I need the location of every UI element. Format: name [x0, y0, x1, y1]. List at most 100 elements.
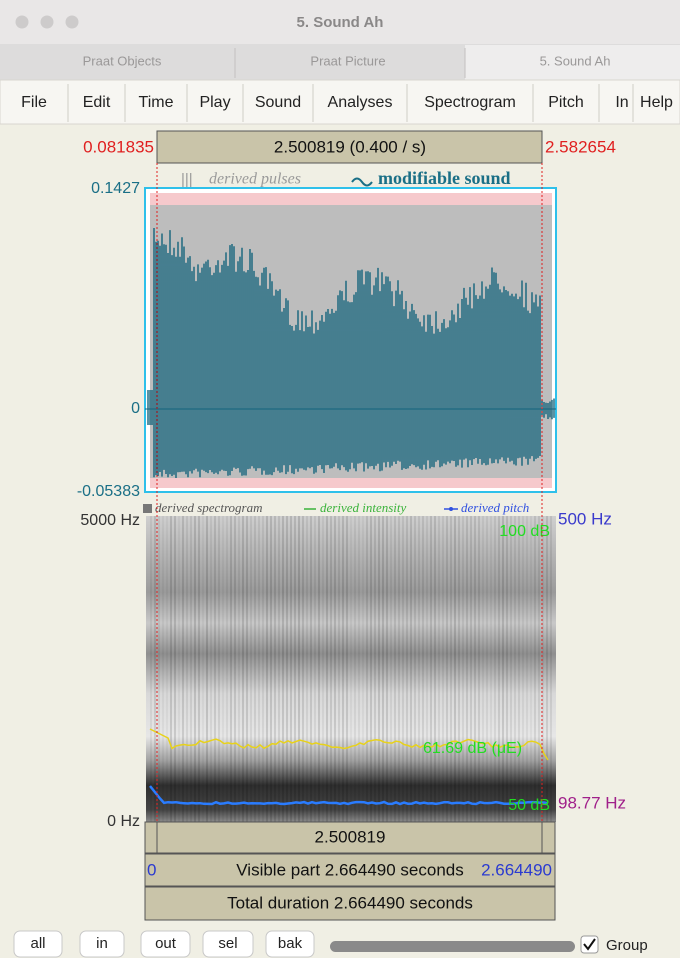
spectrogram-stripe [222, 516, 224, 822]
spectrogram-stripe [310, 516, 312, 822]
spectrogram-stripe [414, 516, 416, 822]
spectrogram-stripe [494, 516, 496, 822]
selection-end: 2.582654 [545, 137, 616, 156]
waveform-margin [150, 193, 552, 205]
close-button[interactable] [16, 16, 29, 29]
intensity-value: 61.69 dB (μE) [423, 740, 522, 757]
spectrogram-stripe [166, 516, 168, 822]
group-label: Group [606, 937, 648, 954]
scrollbar[interactable] [330, 941, 575, 952]
spectrogram-stripe [330, 516, 332, 822]
spectrogram-stripe [250, 516, 252, 822]
spectrogram-stripe [438, 516, 440, 822]
menu-item[interactable]: File [21, 94, 47, 111]
spectrogram-stripe [358, 516, 360, 822]
spectrogram-stripe [410, 516, 412, 822]
spectrogram-stripe [482, 516, 484, 822]
spectrogram-stripe [242, 516, 244, 822]
spectrogram-stripe [158, 516, 160, 822]
menu-item[interactable]: In [615, 94, 628, 111]
spectrogram-stripe [306, 516, 308, 822]
menu-item[interactable]: Pitch [548, 94, 584, 111]
selection-label: 2.500819 (0.400 / s) [274, 137, 426, 156]
spectrogram-stripe [198, 516, 200, 822]
tab[interactable]: Praat Objects [83, 53, 162, 68]
spectrogram-stripe [450, 516, 452, 822]
spectrogram-stripe [406, 516, 408, 822]
spectrogram-stripe [334, 516, 336, 822]
minimize-button[interactable] [41, 16, 54, 29]
selection-duration: 2.500819 [315, 827, 386, 846]
spectrogram-stripe [446, 516, 448, 822]
spectrogram-stripe [326, 516, 328, 822]
spectrogram-stripe [206, 516, 208, 822]
menu-item[interactable]: Edit [83, 94, 111, 111]
spectrogram-stripe [210, 516, 212, 822]
spectrogram-stripe [518, 516, 520, 822]
spectrogram-stripe [182, 516, 184, 822]
spectrogram-stripe [214, 516, 216, 822]
pitch-value: 98.77 Hz [558, 793, 626, 812]
spectrogram-stripe [490, 516, 492, 822]
spectrogram-stripe [498, 516, 500, 822]
selection-start: 0.081835 [83, 137, 154, 156]
pitch-icon-dot [449, 507, 453, 511]
spectrogram-stripe [178, 516, 180, 822]
spectrogram-stripe [246, 516, 248, 822]
spectrogram-stripe [318, 516, 320, 822]
menu-item[interactable]: Sound [255, 94, 301, 111]
tab[interactable]: 5. Sound Ah [540, 53, 611, 68]
spectrogram-stripe [526, 516, 528, 822]
pulses-icon: ||| [181, 171, 193, 188]
spectrogram-stripe [258, 516, 260, 822]
spectrogram-stripe [538, 516, 540, 822]
pitch-max: 500 Hz [558, 509, 612, 528]
window-title: 5. Sound Ah [297, 14, 384, 31]
button-label: out [155, 935, 177, 952]
spectrogram-stripe [342, 516, 344, 822]
spectrogram-stripe [426, 516, 428, 822]
spectrogram-stripe [502, 516, 504, 822]
sound-editor-window: 5. Sound Ah Praat Objects Praat Picture 5.… [0, 0, 680, 958]
spectrogram-stripe [186, 516, 188, 822]
tab[interactable]: Praat Picture [310, 53, 385, 68]
sound-icon [352, 179, 372, 186]
spectrogram-stripe [478, 516, 480, 822]
spectrogram-stripe [486, 516, 488, 822]
spectrogram-stripe [254, 516, 256, 822]
menu-item[interactable]: Spectrogram [424, 94, 516, 111]
spectrogram-stripe [298, 516, 300, 822]
menu-item[interactable]: Help [640, 94, 673, 111]
spectrogram-stripe [286, 516, 288, 822]
spectrogram-stripe [370, 516, 372, 822]
spectrogram-stripe [550, 516, 552, 822]
menu-item[interactable]: Play [199, 94, 230, 111]
menu-item[interactable]: Analyses [328, 94, 393, 111]
spectrogram-stripe [346, 516, 348, 822]
spectrogram-stripe [218, 516, 220, 822]
frequency-min: 0 Hz [107, 813, 140, 830]
spectrogram-stripe [378, 516, 380, 822]
spectrogram-stripe [474, 516, 476, 822]
spectrogram-stripe [170, 516, 172, 822]
menu-item[interactable]: Time [139, 94, 174, 111]
spectrogram-stripe [154, 516, 156, 822]
visible-part: Visible part 2.664490 seconds [236, 860, 463, 879]
spectrogram-stripe [230, 516, 232, 822]
spectrogram-stripe [534, 516, 536, 822]
spectrogram-stripe [398, 516, 400, 822]
button-label: in [96, 935, 108, 952]
frequency-max: 5000 Hz [80, 512, 140, 529]
spectrogram-stripe [462, 516, 464, 822]
spectrogram-stripe [510, 516, 512, 822]
spectrogram-stripe [374, 516, 376, 822]
waveform-ymax: 0.1427 [91, 180, 140, 197]
spectrogram-stripe [506, 516, 508, 822]
legend-sound: modifiable sound [378, 168, 511, 188]
spectrogram-stripe [366, 516, 368, 822]
waveform-margin [150, 478, 552, 488]
zoom-button[interactable] [66, 16, 79, 29]
spectrogram-stripe [390, 516, 392, 822]
spectrogram-stripe [418, 516, 420, 822]
spectrogram-stripe [282, 516, 284, 822]
